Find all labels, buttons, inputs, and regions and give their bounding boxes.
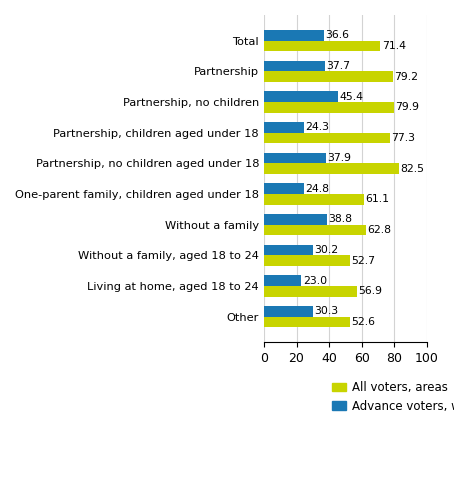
- Bar: [264, 194, 364, 204]
- Text: 79.9: 79.9: [395, 102, 419, 112]
- Text: 61.1: 61.1: [365, 194, 389, 204]
- Bar: [264, 60, 326, 71]
- Bar: [264, 122, 304, 132]
- Bar: [264, 225, 366, 235]
- Legend: All voters, areas, Advance voters, whole country: All voters, areas, Advance voters, whole…: [332, 381, 454, 413]
- Bar: [264, 102, 394, 113]
- Bar: [264, 317, 350, 327]
- Bar: [264, 244, 313, 255]
- Text: 52.6: 52.6: [351, 317, 375, 327]
- Text: 36.6: 36.6: [325, 30, 349, 40]
- Text: 56.9: 56.9: [358, 287, 382, 296]
- Text: 30.3: 30.3: [315, 306, 339, 316]
- Text: 82.5: 82.5: [400, 164, 424, 174]
- Bar: [264, 275, 301, 286]
- Text: 37.9: 37.9: [327, 153, 351, 163]
- Text: 24.8: 24.8: [306, 183, 330, 193]
- Text: 23.0: 23.0: [303, 276, 327, 286]
- Text: 71.4: 71.4: [382, 41, 406, 51]
- Bar: [264, 153, 326, 163]
- Bar: [264, 183, 304, 194]
- Text: 38.8: 38.8: [329, 214, 352, 224]
- Text: 37.7: 37.7: [327, 61, 350, 71]
- Bar: [264, 286, 357, 297]
- Bar: [264, 132, 390, 144]
- Text: 45.4: 45.4: [339, 92, 363, 102]
- Bar: [264, 91, 338, 102]
- Text: 79.2: 79.2: [395, 72, 419, 82]
- Bar: [264, 214, 327, 225]
- Bar: [264, 163, 399, 174]
- Text: 52.7: 52.7: [351, 256, 375, 265]
- Bar: [264, 30, 324, 41]
- Text: 77.3: 77.3: [391, 133, 415, 143]
- Bar: [264, 306, 313, 317]
- Text: 62.8: 62.8: [368, 225, 392, 235]
- Text: 30.2: 30.2: [315, 245, 339, 255]
- Bar: [264, 71, 393, 82]
- Bar: [264, 255, 350, 266]
- Text: 24.3: 24.3: [305, 122, 329, 132]
- Bar: [264, 41, 380, 51]
